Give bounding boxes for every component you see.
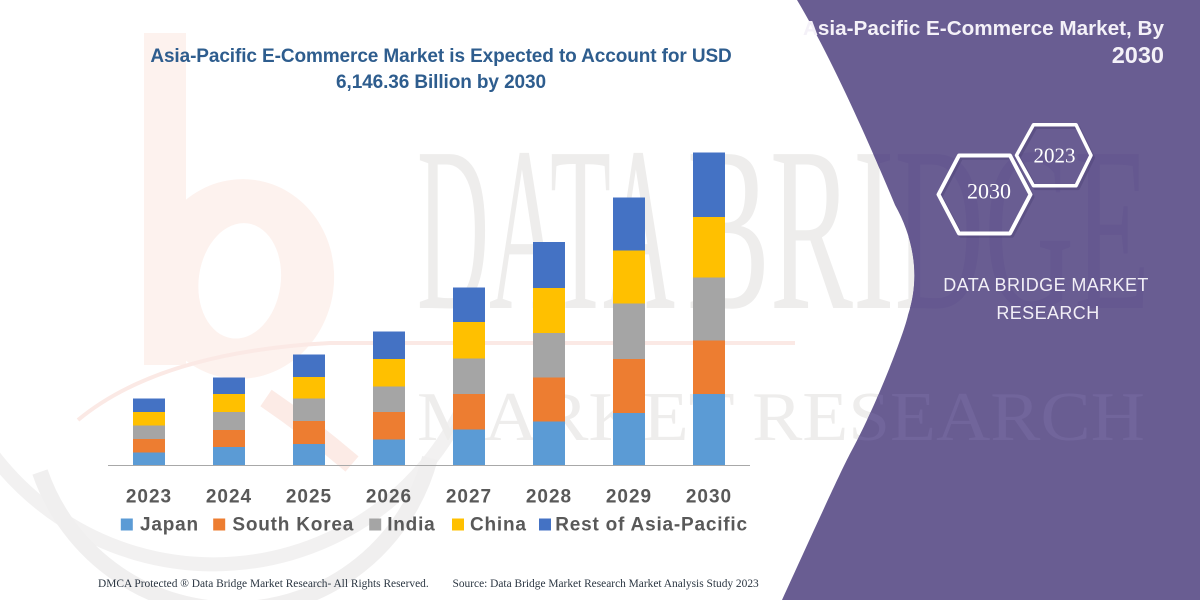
svg-text:2023: 2023 (1034, 144, 1076, 168)
svg-text:2030: 2030 (967, 179, 1011, 204)
svg-text:Source: Data Bridge Market Res: Source: Data Bridge Market Research Mark… (453, 578, 760, 590)
svg-text:RESEARCH: RESEARCH (996, 303, 1099, 323)
svg-text:Rest of Asia-Pacific: Rest of Asia-Pacific (555, 515, 748, 536)
svg-text:2028: 2028 (526, 487, 572, 508)
svg-text:DATA BRIDGE MARKET: DATA BRIDGE MARKET (943, 275, 1149, 295)
svg-text:2024: 2024 (206, 487, 252, 508)
svg-text:2029: 2029 (606, 487, 652, 508)
svg-text:2025: 2025 (286, 487, 332, 508)
svg-text:2023: 2023 (126, 487, 172, 508)
svg-text:DMCA Protected ® Data Bridge M: DMCA Protected ® Data Bridge Market Rese… (98, 578, 429, 590)
svg-text:China: China (470, 515, 527, 536)
svg-text:2026: 2026 (366, 487, 412, 508)
svg-text:Asia-Pacific E-Commerce Market: Asia-Pacific E-Commerce Market is Expect… (150, 46, 731, 67)
svg-text:South Korea: South Korea (232, 515, 354, 536)
svg-text:2027: 2027 (446, 487, 492, 508)
svg-text:6,146.36 Billion by 2030: 6,146.36 Billion by 2030 (336, 72, 546, 93)
svg-text:India: India (387, 515, 435, 536)
svg-text:Japan: Japan (140, 515, 199, 536)
svg-text:2030: 2030 (1112, 42, 1164, 68)
svg-text:2030: 2030 (686, 487, 732, 508)
svg-text:Asia-Pacific E-Commerce Market: Asia-Pacific E-Commerce Market, By (803, 17, 1165, 40)
